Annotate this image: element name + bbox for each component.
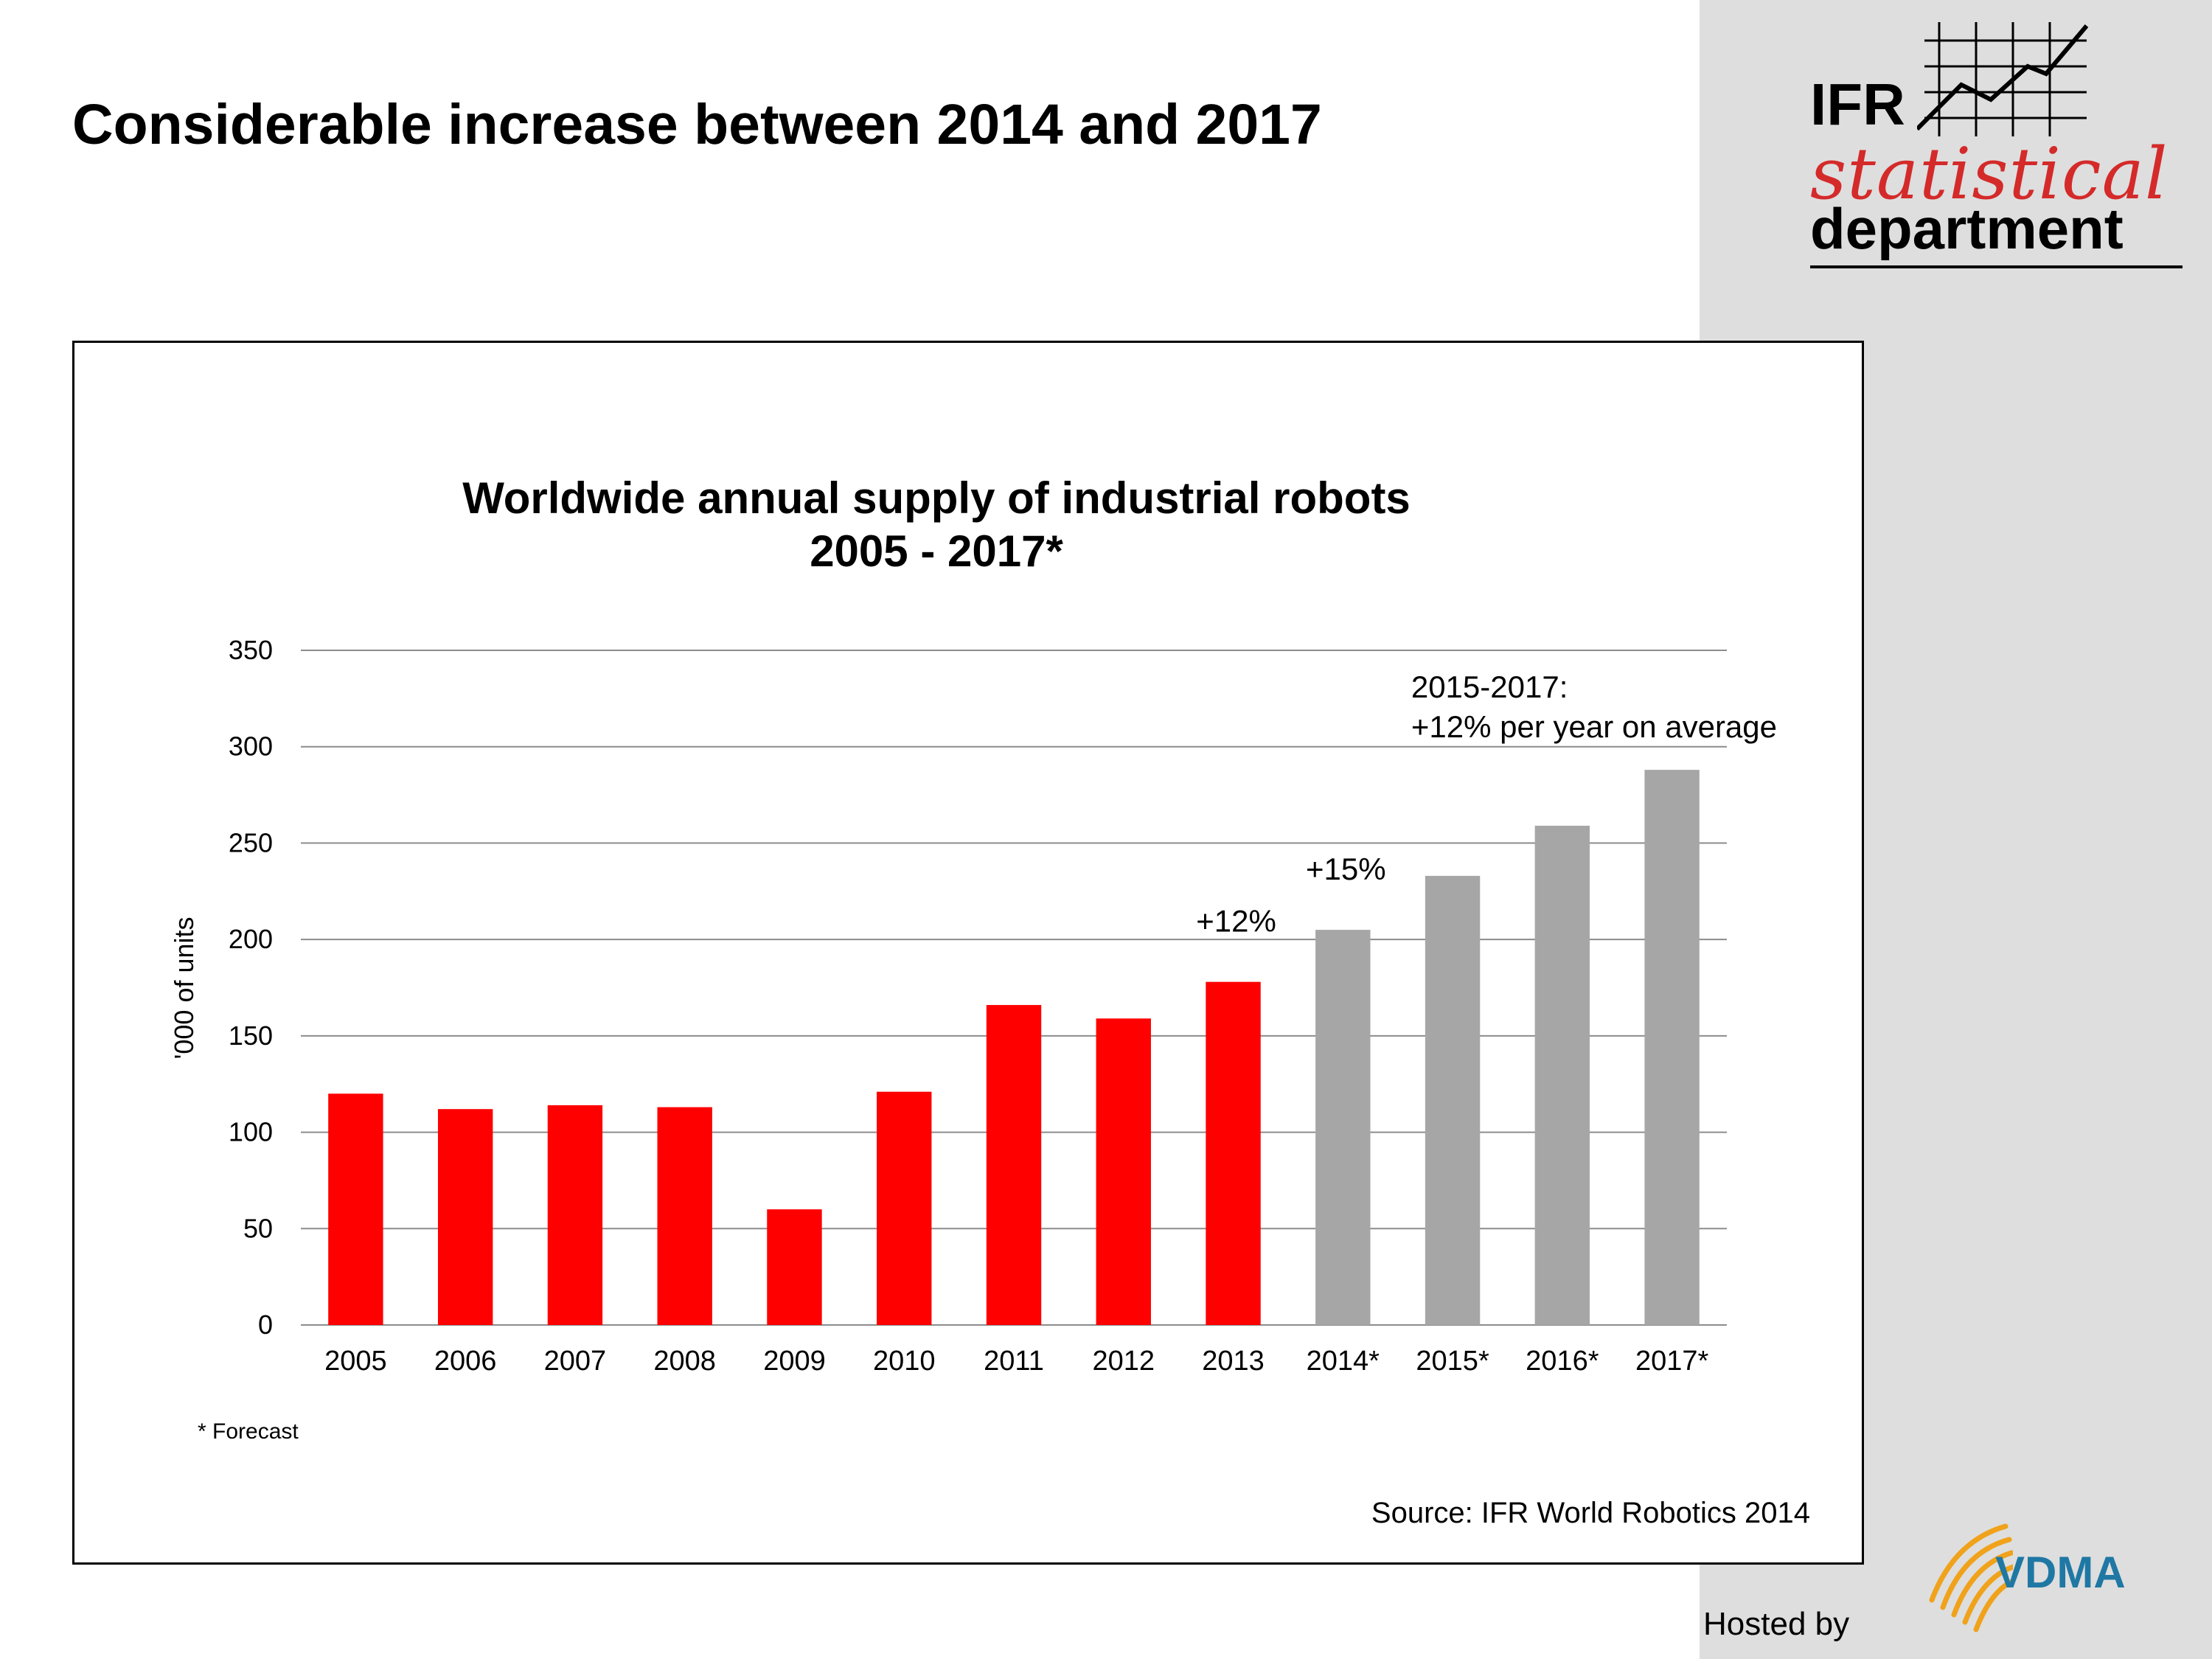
bar [1425, 875, 1481, 1325]
bar [877, 1091, 932, 1325]
bar [657, 1107, 712, 1325]
x-tick-label: 2015* [1416, 1346, 1489, 1377]
bar [437, 1109, 493, 1325]
bar [986, 1005, 1042, 1325]
y-tick-label: 350 [229, 635, 273, 665]
chart-title-line1: Worldwide annual supply of industrial ro… [462, 473, 1411, 523]
statistical-script-logo: statistical [1810, 133, 2168, 215]
y-tick-label: 0 [258, 1310, 273, 1340]
y-tick-label: 250 [229, 827, 273, 858]
x-tick-label: 2012 [1092, 1346, 1155, 1377]
page-title: Considerable increase between 2014 and 2… [72, 93, 1322, 156]
annotation-label: 2015-2017: [1411, 669, 1568, 704]
x-tick-label: 2009 [763, 1346, 826, 1377]
source-note: Source: IFR World Robotics 2014 [1371, 1497, 1810, 1529]
annotation-label: +12% per year on average [1411, 709, 1777, 744]
bar [547, 1105, 603, 1325]
x-tick-label: 2007 [544, 1346, 607, 1377]
vdma-logo-text: VDMA [1995, 1548, 2126, 1597]
hosted-by-label: Hosted by [1703, 1606, 1850, 1642]
x-tick-label: 2014* [1307, 1346, 1380, 1377]
x-tick-label: 2017* [1635, 1346, 1709, 1377]
vdma-swoosh-icon [1929, 1523, 2013, 1632]
ifr-chart-icon [1917, 22, 2089, 136]
x-tick-label: 2010 [873, 1346, 936, 1377]
bar [1096, 1018, 1151, 1325]
x-tick-label: 2016* [1526, 1346, 1599, 1377]
logo-underline [1810, 265, 2183, 268]
ifr-logo-text: IFR [1810, 72, 1905, 137]
forecast-footnote: * Forecast [198, 1419, 299, 1444]
bar [1534, 825, 1590, 1325]
chart-title: Worldwide annual supply of industrial ro… [398, 472, 1475, 578]
x-tick-label: 2011 [984, 1346, 1044, 1377]
bar [328, 1093, 383, 1325]
bar [1644, 770, 1700, 1325]
x-tick-label: 2005 [324, 1346, 387, 1377]
bar [1206, 981, 1261, 1325]
y-tick-label: 100 [229, 1117, 273, 1147]
y-tick-label: 200 [229, 924, 273, 954]
annotation-label: +15% [1306, 852, 1386, 886]
annotation-label: +12% [1196, 904, 1276, 939]
chart-title-line2: 2005 - 2017* [810, 526, 1063, 576]
y-axis-label: '000 of units [169, 917, 199, 1059]
x-tick-label: 2008 [653, 1346, 716, 1377]
department-logo-text: department [1810, 196, 2124, 261]
y-tick-label: 50 [243, 1213, 273, 1243]
bar [767, 1209, 822, 1325]
x-tick-label: 2006 [434, 1346, 497, 1377]
y-tick-label: 300 [229, 731, 273, 762]
x-tick-label: 2013 [1202, 1346, 1265, 1377]
y-tick-label: 150 [229, 1020, 273, 1051]
bar [1315, 930, 1371, 1325]
